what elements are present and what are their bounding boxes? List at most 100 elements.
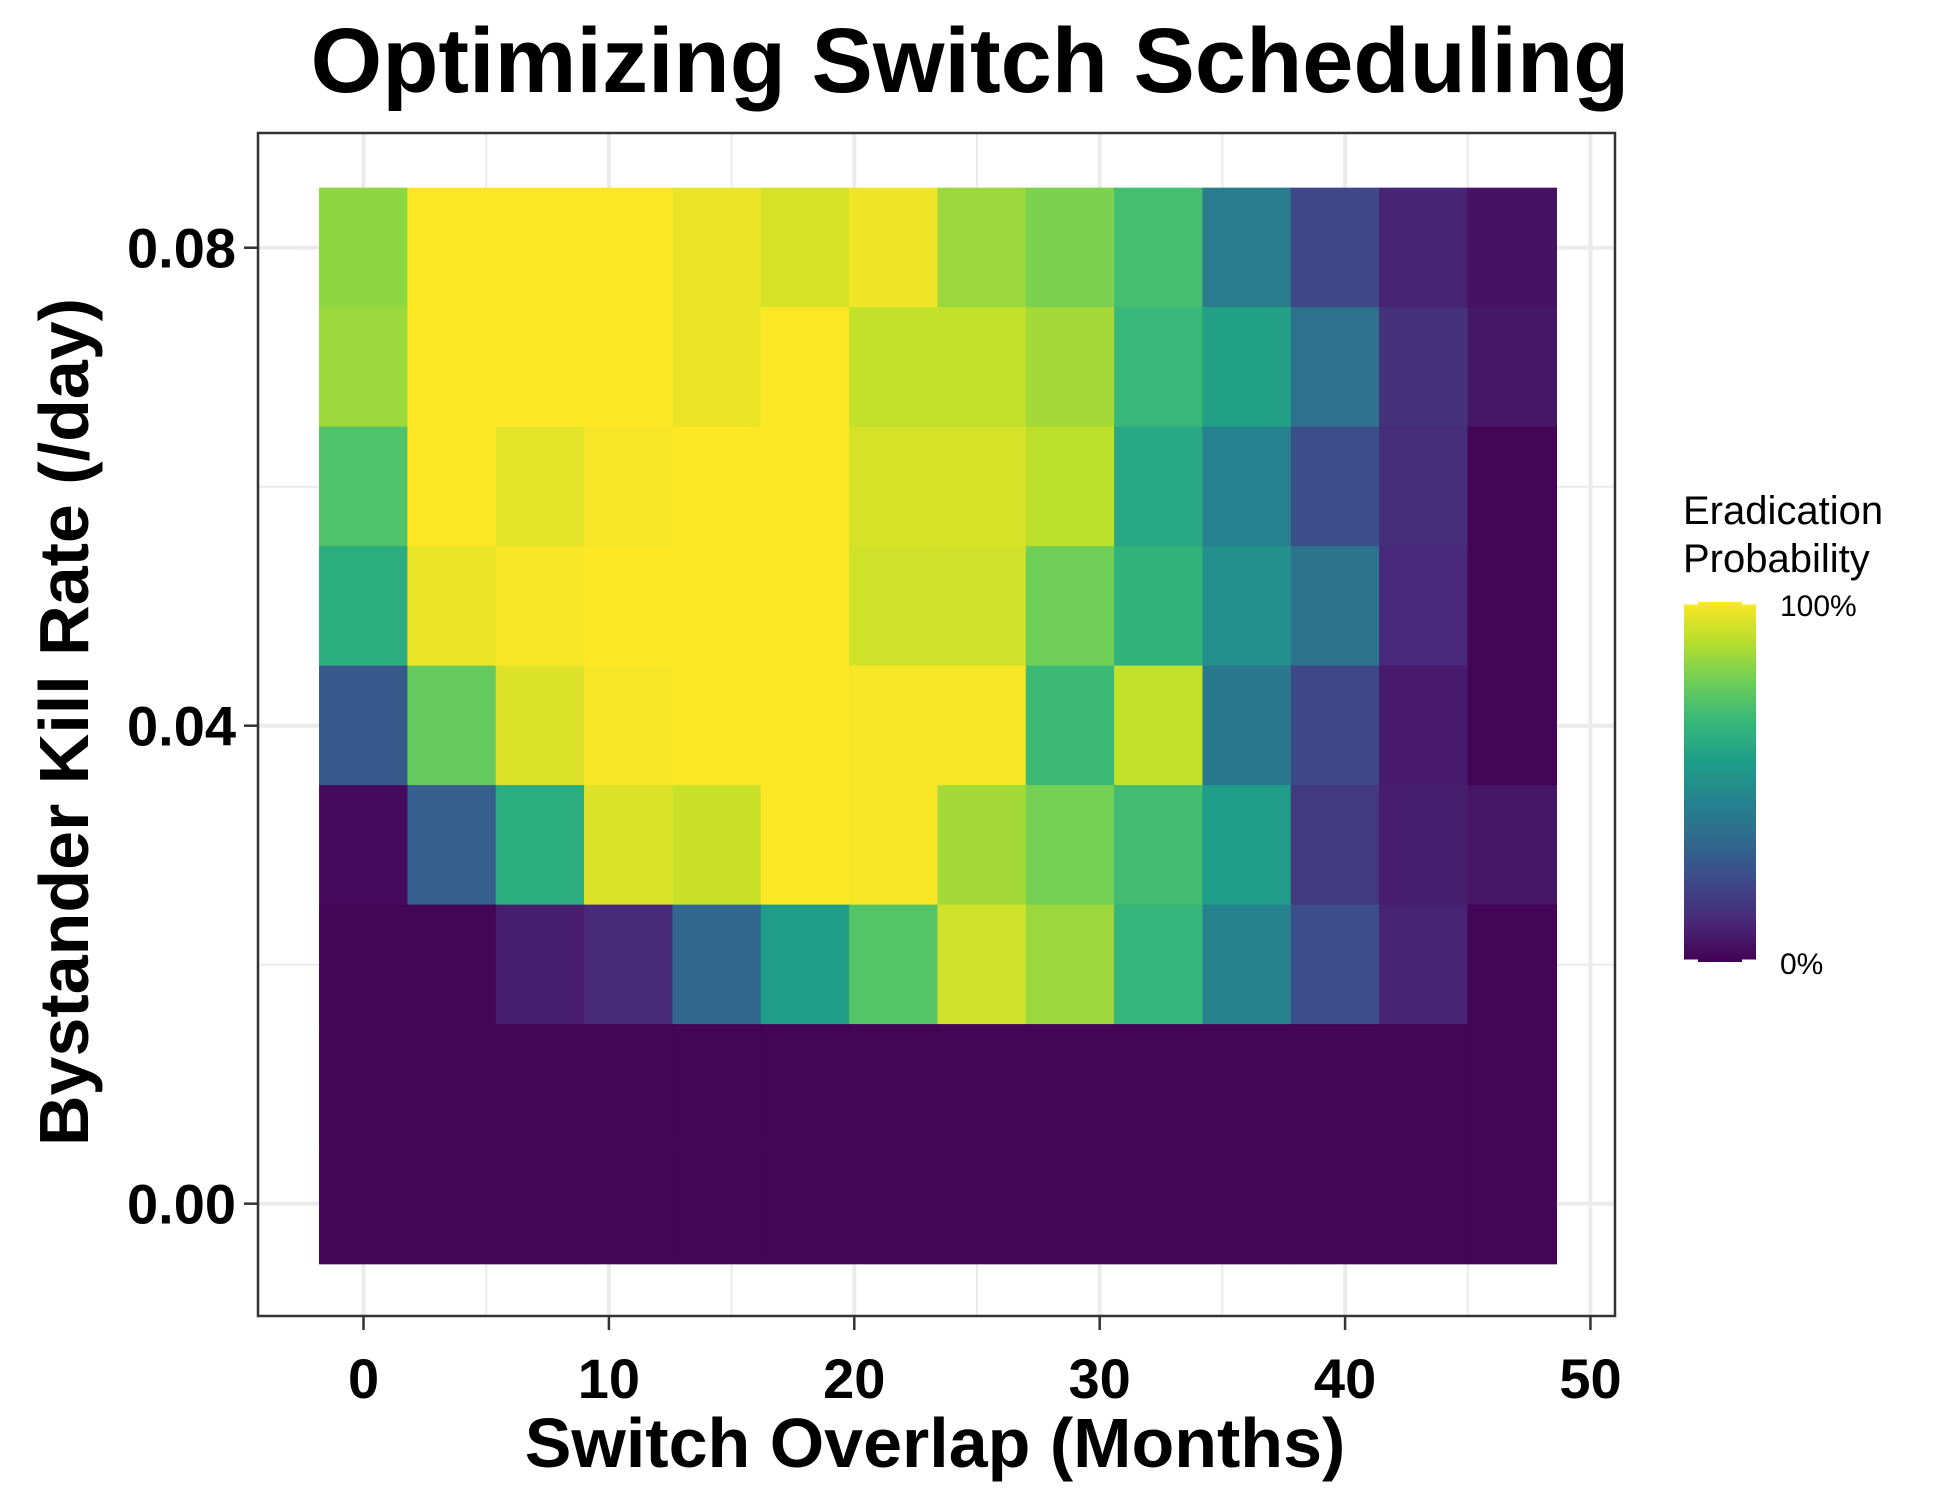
heatmap-cell [495,307,586,428]
heatmap-cell [584,785,674,906]
heatmap-cell [760,1024,851,1145]
heatmap-cell [849,904,939,1026]
heatmap-cell [1290,546,1381,667]
heatmap-cell [1202,785,1292,906]
heatmap-cell [319,307,409,428]
heatmap-cell [1202,1143,1292,1265]
heatmap-cell [1114,426,1204,548]
heatmap-cell [760,426,851,548]
heatmap-cell [672,1024,762,1145]
heatmap-cell [1202,665,1292,787]
heatmap-cell [849,1024,939,1145]
heatmap-cell [584,665,674,787]
heatmap-cell [407,546,497,667]
heatmap-cell [760,904,851,1026]
heatmap-cell [1379,426,1469,548]
legend-title-line2: Probability [1683,537,1870,581]
heatmap-cell [937,426,1027,548]
heatmap-cell [1025,187,1116,309]
heatmap-cell [672,187,762,309]
heatmap-cell [1379,187,1469,309]
heatmap-cell [1114,1143,1204,1265]
heatmap-cell [584,426,674,548]
heatmap-cell [584,1024,674,1145]
heatmap-cell [937,187,1027,309]
heatmap-cell [849,307,939,428]
heatmap-cell [760,785,851,906]
x-axis-title: Switch Overlap (Months) [525,1404,1346,1482]
heatmap-cell [407,665,497,787]
heatmap-cell [672,665,762,787]
heatmap-cell [319,665,409,787]
y-tick-label: 0.00 [127,1173,236,1236]
heatmap-cell [319,426,409,548]
heatmap-cell [1290,785,1381,906]
heatmap-cell [1290,426,1381,548]
heatmap-cell [1467,665,1558,787]
heatmap-cell [1025,1024,1116,1145]
heatmap-cells [319,187,1558,1265]
heatmap-cell [1467,1024,1558,1145]
heatmap-cell [1290,665,1381,787]
legend-min-label: 0% [1780,948,1823,981]
heatmap-cell [672,426,762,548]
heatmap-cell [1379,1143,1469,1265]
heatmap-cell [1290,1024,1381,1145]
heatmap-cell [1202,546,1292,667]
heatmap-cell [407,904,497,1026]
heatmap-cell [1467,307,1558,428]
heatmap-cell [1467,1143,1558,1265]
y-tick-label: 0.04 [127,695,236,758]
legend-max-label: 100% [1780,590,1857,623]
heatmap-cell [1114,665,1204,787]
heatmap-cell [495,785,586,906]
heatmap-cell [495,904,586,1026]
heatmap-cell [495,1143,586,1265]
chart-title: Optimizing Switch Scheduling [311,10,1630,112]
heatmap-cell [937,546,1027,667]
y-axis-title: Bystander Kill Rate (/day) [25,298,103,1146]
heatmap-cell [849,546,939,667]
heatmap-cell [1202,1024,1292,1145]
heatmap-cell [1202,307,1292,428]
heatmap-cell [849,785,939,906]
heatmap-cell [584,546,674,667]
heatmap-cell [672,785,762,906]
heatmap-cell [1290,1143,1381,1265]
heatmap-cell [1025,904,1116,1026]
heatmap-cell [1467,785,1558,906]
heatmap-cell [495,546,586,667]
heatmap-cell [937,665,1027,787]
heatmap-cell [1379,665,1469,787]
heatmap-cell [849,665,939,787]
heatmap-cell [1114,904,1204,1026]
heatmap-cell [1467,904,1558,1026]
heatmap-cell [319,904,409,1026]
heatmap-cell [760,546,851,667]
heatmap-cell [937,904,1027,1026]
x-tick-label: 20 [823,1347,885,1410]
heatmap-cell [1379,1024,1469,1145]
heatmap-cell [1025,426,1116,548]
heatmap-cell [849,187,939,309]
y-tick-label: 0.08 [127,217,236,280]
heatmap-cell [1114,187,1204,309]
heatmap-cell [760,307,851,428]
heatmap-cell [672,1143,762,1265]
heatmap-cell [672,307,762,428]
heatmap-cell [1202,187,1292,309]
heatmap-cell [937,307,1027,428]
heatmap-cell [407,187,497,309]
heatmap-cell [1025,665,1116,787]
heatmap-cell [760,665,851,787]
heatmap-cell [584,904,674,1026]
heatmap-cell [1114,785,1204,906]
colorbar [1684,602,1756,962]
x-tick-label: 40 [1314,1347,1376,1410]
heatmap-cell [849,426,939,548]
heatmap-cell [1379,904,1469,1026]
heatmap-cell [1290,904,1381,1026]
heatmap-cell [584,307,674,428]
heatmap-cell [495,1024,586,1145]
